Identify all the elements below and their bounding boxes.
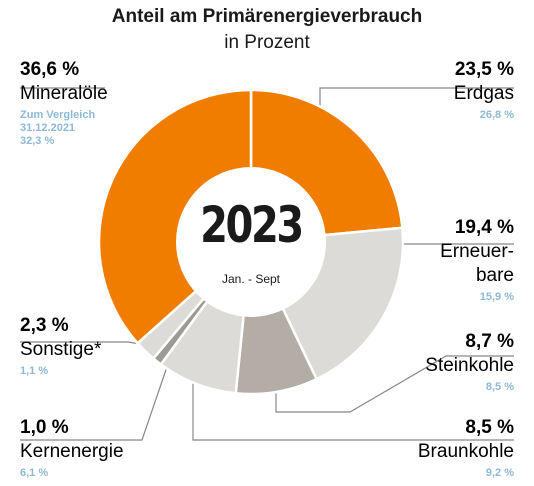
category-label: Steinkohle: [425, 355, 514, 376]
donut: [97, 88, 405, 396]
segment-label: 8,5 % Braunkohle 9,2 %: [314, 416, 514, 480]
donut-segment: [97, 88, 253, 345]
value-label: 36,6 %: [20, 59, 80, 80]
segment-label: 19,4 % Erneuer- bare 15,9 %: [314, 216, 514, 304]
comparison-label: 9,2 %: [485, 467, 514, 479]
value-label: 2,3 %: [20, 315, 69, 336]
segment-label: 36,6 % Mineralöle Zum Vergleich 31.12.2021…: [20, 58, 220, 148]
center-subtitle: Jan. - Sept: [221, 272, 281, 286]
value-label: 23,5 %: [454, 59, 514, 80]
category-label: Sonstige*: [20, 339, 102, 360]
comparison-label: 32,3 %: [20, 135, 55, 147]
category-label: Kernenergie: [20, 441, 124, 462]
value-label: 8,5 %: [465, 417, 514, 438]
category-label: Mineralöle: [20, 83, 108, 104]
value-label: 1,0 %: [20, 417, 69, 438]
comparison-label: 1,1 %: [20, 365, 49, 377]
comparison-label: 8,5 %: [485, 381, 514, 393]
segment-label: 2,3 % Sonstige* 1,1 %: [20, 314, 220, 378]
comparison-label: 26,8 %: [479, 109, 514, 121]
comparison-label: 15,9 %: [479, 291, 514, 303]
segment-label: 8,7 % Steinkohle 8,5 %: [314, 330, 514, 394]
value-label: 19,4 %: [454, 217, 514, 238]
category-label: Erdgas: [453, 83, 514, 104]
annotation: Zum Vergleich 31.12.2021: [20, 109, 96, 134]
comparison-label: 6,1 %: [20, 467, 49, 479]
chart-title: Anteil am Primärenergieverbrauch: [111, 6, 423, 27]
value-label: 8,7 %: [465, 331, 514, 352]
segment-label: 1,0 % Kernenergie 6,1 %: [20, 416, 220, 480]
category-label: Erneuer- bare: [440, 241, 514, 286]
center-title: 2023: [200, 196, 304, 254]
segment-label: 23,5 % Erdgas 26,8 %: [314, 58, 514, 122]
category-label: Braunkohle: [417, 441, 514, 462]
chart-subtitle: in Prozent: [224, 32, 310, 53]
donut-hole: [176, 167, 326, 317]
